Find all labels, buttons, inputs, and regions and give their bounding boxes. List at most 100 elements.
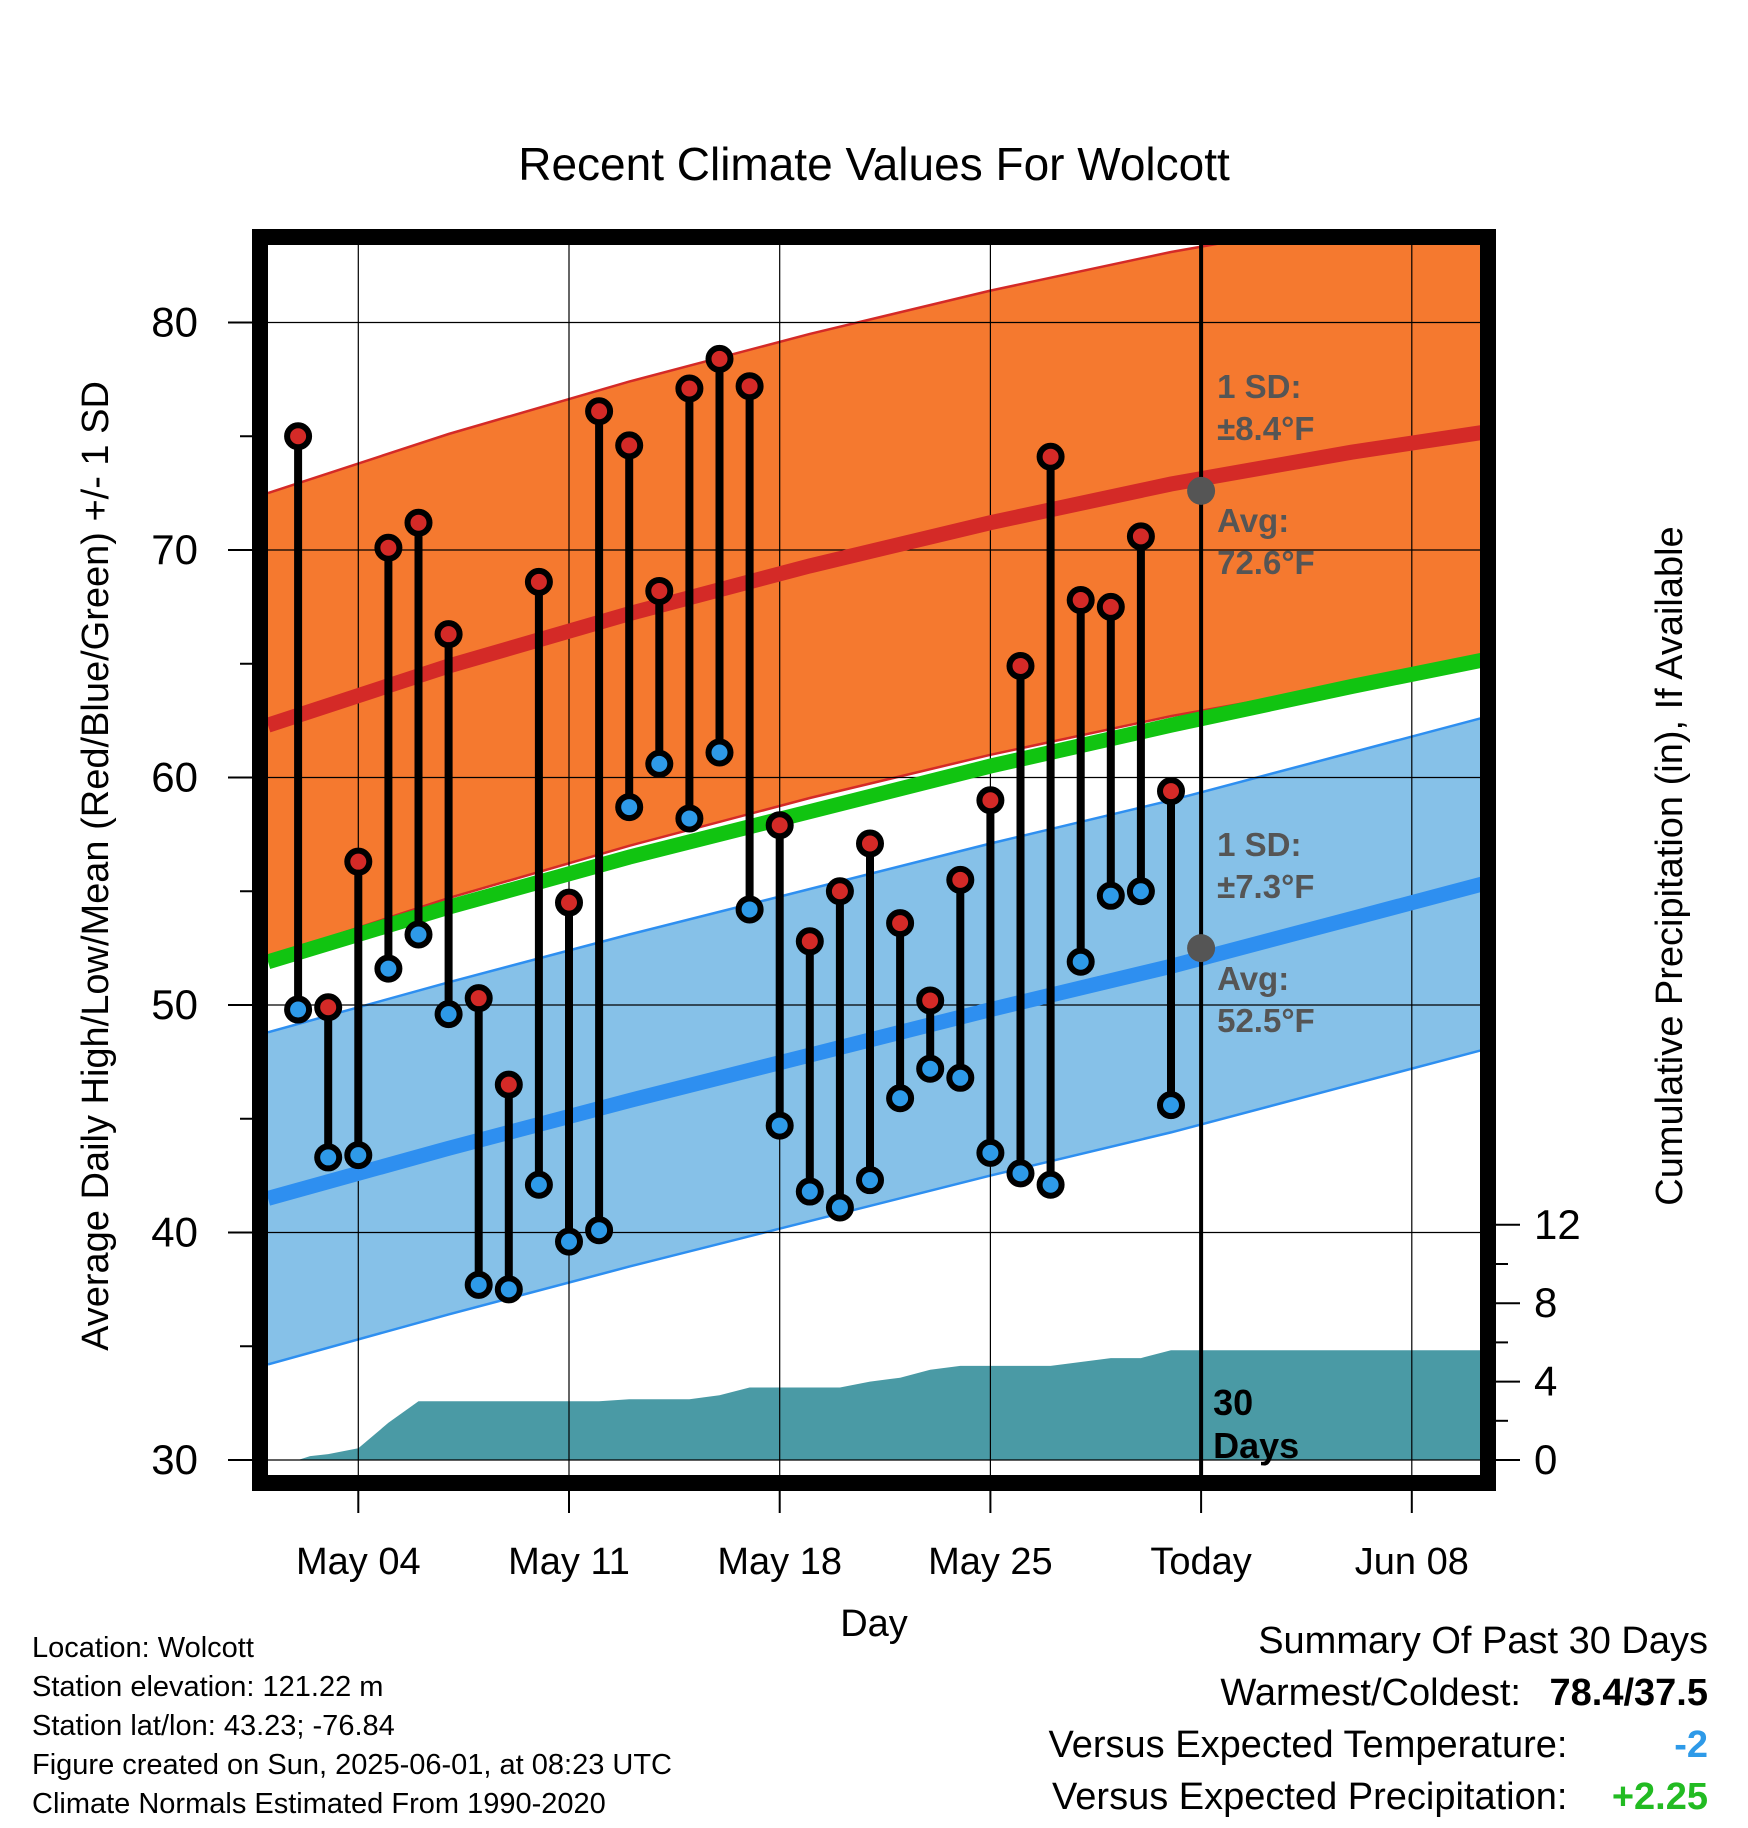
daily-high-point xyxy=(464,984,493,1013)
low-avg-value: 52.5°F xyxy=(1217,1002,1315,1039)
daily-low-point xyxy=(765,1111,794,1140)
daily-high-point xyxy=(1096,592,1125,621)
summary-temp-value: -2 xyxy=(1674,1724,1708,1766)
plot-frame xyxy=(252,229,1496,1491)
left-tick-label: 60 xyxy=(151,754,198,801)
daily-high-point xyxy=(705,344,734,373)
daily-low-point xyxy=(705,738,734,767)
chart-title: Recent Climate Values For Wolcott xyxy=(518,138,1230,190)
high-normal-line xyxy=(268,425,1480,733)
daily-low-point xyxy=(675,804,704,833)
daily-high-point xyxy=(1006,652,1035,681)
info-normals: Climate Normals Estimated From 1990-2020 xyxy=(32,1788,606,1820)
left-tick-label: 80 xyxy=(151,299,198,346)
x-tick-label: May 04 xyxy=(296,1541,421,1583)
x-tick-label: May 18 xyxy=(717,1541,842,1583)
summary-precip-label: Versus Expected Precipitation: xyxy=(1052,1776,1568,1818)
info-created: Figure created on Sun, 2025-06-01, at 08… xyxy=(32,1749,672,1781)
daily-high-point xyxy=(976,786,1005,815)
daily-low-point xyxy=(555,1227,583,1256)
left-tick-label: 40 xyxy=(151,1209,198,1256)
left-tick-label: 30 xyxy=(151,1436,198,1483)
right-tick-label: 0 xyxy=(1534,1436,1557,1483)
daily-low-point xyxy=(284,995,313,1024)
daily-high-point xyxy=(314,993,343,1022)
summary-warmest-label: Warmest/Coldest: xyxy=(1220,1672,1521,1714)
daily-high-point xyxy=(284,422,313,451)
high-avg-label: Avg: xyxy=(1217,502,1289,539)
daily-low-point xyxy=(976,1138,1005,1167)
high-sd-label: 1 SD: xyxy=(1217,368,1301,405)
daily-low-point xyxy=(524,1170,553,1199)
daily-low-point xyxy=(404,920,433,949)
low-avg-point xyxy=(1187,934,1216,963)
daily-high-point xyxy=(1157,777,1185,806)
left-tick-label: 70 xyxy=(151,526,198,573)
daily-low-point xyxy=(615,793,644,822)
daily-high-point xyxy=(735,372,764,401)
daily-low-point xyxy=(886,1084,915,1113)
summary-precip-value: +2.25 xyxy=(1611,1776,1708,1818)
x-tick-label: Today xyxy=(1150,1541,1251,1583)
low-sd-value: ±7.3°F xyxy=(1217,868,1314,905)
daily-high-point xyxy=(555,888,583,917)
daily-low-point xyxy=(1126,877,1155,906)
daily-low-point xyxy=(494,1275,523,1304)
daily-high-point xyxy=(675,374,704,403)
daily-high-point xyxy=(946,865,975,894)
low-sd-label: 1 SD: xyxy=(1217,826,1301,863)
daily-high-point xyxy=(825,877,854,906)
summary-title: Summary Of Past 30 Days xyxy=(1258,1620,1708,1662)
daily-high-point xyxy=(404,508,433,537)
daily-high-point xyxy=(1036,442,1065,471)
daily-low-point xyxy=(916,1054,945,1083)
today-days-label: Days xyxy=(1213,1425,1299,1466)
low-band-upper-edge xyxy=(268,717,1480,1034)
x-axis-label: Day xyxy=(840,1603,908,1645)
today-days-label: 30 xyxy=(1213,1382,1253,1423)
summary-warmest: Warmest/Coldest: 78.4/37.5 xyxy=(1220,1672,1708,1715)
daily-low-point xyxy=(344,1141,373,1170)
daily-high-point xyxy=(615,431,644,460)
daily-high-point xyxy=(795,927,824,956)
daily-high-point xyxy=(765,811,794,840)
daily-low-point xyxy=(856,1166,884,1195)
right-tick-label: 4 xyxy=(1534,1358,1557,1405)
daily-low-point xyxy=(585,1216,614,1245)
daily-low-point xyxy=(795,1177,824,1206)
y-axis-label-right: Cumulative Precipitation (in), If Availa… xyxy=(1649,526,1691,1205)
daily-high-point xyxy=(434,620,463,649)
left-tick-label: 50 xyxy=(151,981,198,1028)
daily-low-point xyxy=(645,749,674,778)
daily-high-point xyxy=(1066,586,1095,615)
high-sd-value: ±8.4°F xyxy=(1217,410,1314,447)
info-location: Location: Wolcott xyxy=(32,1632,254,1664)
daily-low-point xyxy=(1036,1170,1065,1199)
daily-low-point xyxy=(1006,1159,1035,1188)
daily-high-point xyxy=(856,829,884,858)
daily-low-point xyxy=(374,954,403,983)
right-tick-label: 8 xyxy=(1534,1279,1557,1326)
daily-high-point xyxy=(344,847,373,876)
low-avg-label: Avg: xyxy=(1217,960,1289,997)
x-tick-label: May 11 xyxy=(508,1541,630,1583)
info-elevation: Station elevation: 121.22 m xyxy=(32,1671,384,1703)
daily-low-point xyxy=(314,1143,343,1172)
mean-normal-line xyxy=(268,652,1480,969)
daily-high-point xyxy=(524,567,553,596)
high-avg-point xyxy=(1187,476,1216,505)
daily-high-point xyxy=(374,533,403,562)
daily-low-point xyxy=(464,1270,493,1299)
right-tick-label: 12 xyxy=(1534,1201,1581,1248)
high-band-upper-edge xyxy=(268,245,1218,495)
x-tick-label: Jun 08 xyxy=(1355,1541,1469,1583)
summary-precip: Versus Expected Precipitation: +2.25 xyxy=(1052,1776,1708,1819)
high-sd-band xyxy=(268,245,1480,958)
summary-temp: Versus Expected Temperature: -2 xyxy=(1049,1724,1708,1767)
x-tick-label: May 25 xyxy=(928,1541,1053,1583)
daily-low-point xyxy=(434,1000,463,1029)
daily-high-point xyxy=(494,1070,523,1099)
